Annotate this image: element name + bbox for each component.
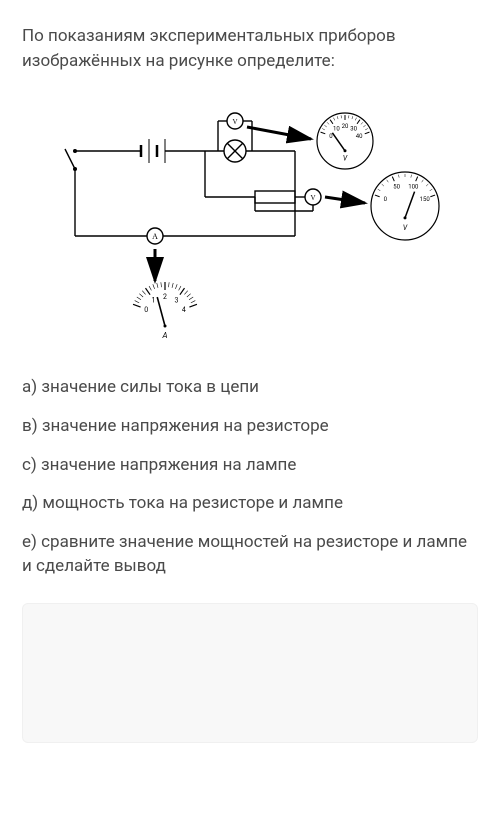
svg-text:V: V <box>343 155 348 163</box>
option-e: е) сравните значение мощностей на резист… <box>22 530 478 579</box>
svg-text:V: V <box>232 118 237 126</box>
svg-text:V: V <box>403 224 408 232</box>
options-list: а) значение силы тока в цепи в) значение… <box>22 375 478 579</box>
svg-text:3: 3 <box>175 297 179 305</box>
svg-text:A: A <box>161 331 167 340</box>
svg-text:V: V <box>310 194 315 202</box>
circuit-diagram: AVV010203040V050100150V01234A <box>22 91 478 351</box>
option-c: с) значение напряжения на лампе <box>22 453 478 478</box>
answer-area[interactable] <box>22 603 478 743</box>
option-d: д) мощность тока на резисторе и лампе <box>22 491 478 516</box>
svg-text:40: 40 <box>356 133 363 140</box>
svg-text:100: 100 <box>408 184 419 191</box>
svg-text:150: 150 <box>420 196 431 203</box>
question-title: По показаниям экспериментальных приборов… <box>22 24 478 73</box>
svg-text:50: 50 <box>393 184 400 191</box>
svg-text:0: 0 <box>144 306 148 314</box>
svg-text:10: 10 <box>333 126 340 133</box>
svg-text:1: 1 <box>152 297 156 305</box>
svg-text:A: A <box>152 232 158 241</box>
svg-text:2: 2 <box>163 293 167 301</box>
svg-text:20: 20 <box>342 123 349 130</box>
option-a: а) значение силы тока в цепи <box>22 375 478 400</box>
diagram-svg: AVV010203040V050100150V01234A <box>35 91 465 351</box>
svg-text:4: 4 <box>182 306 186 314</box>
svg-text:30: 30 <box>350 126 357 133</box>
option-b: в) значение напряжения на резисторе <box>22 414 478 439</box>
